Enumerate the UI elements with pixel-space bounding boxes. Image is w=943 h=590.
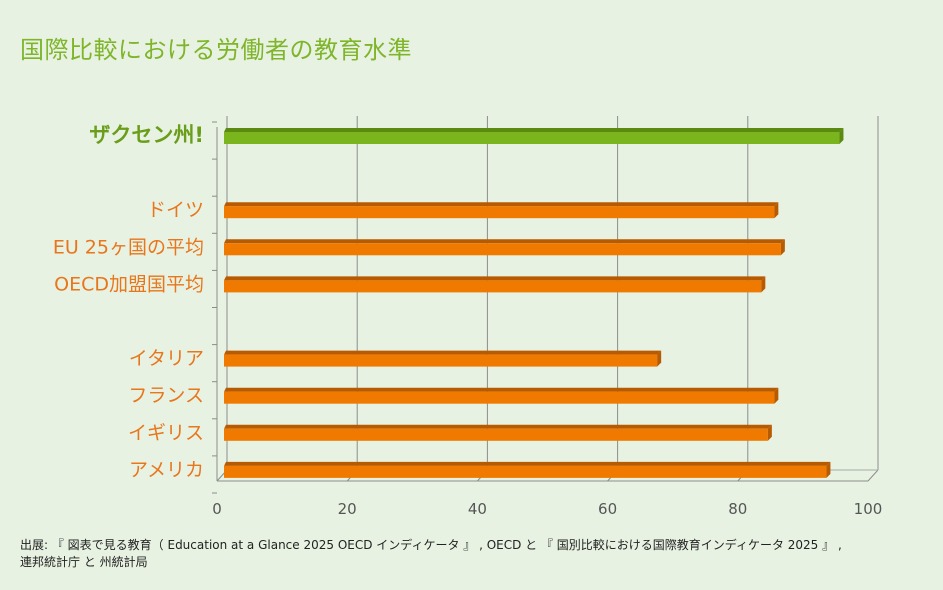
bar-end-face	[839, 128, 844, 144]
x-tick-label-0: 0	[212, 500, 222, 518]
floor-line-100	[867, 469, 879, 482]
x-tick-label-100: 100	[854, 500, 883, 518]
chart-title: 国際比較における労働者の教育水準	[20, 36, 412, 64]
bar-front-face	[224, 206, 775, 219]
bar-top-face	[224, 461, 831, 466]
bar-top-face	[224, 128, 844, 132]
bar-0	[224, 128, 844, 144]
category-label-7: フランス	[128, 385, 204, 407]
source-note: 出展: 『 図表で見る教育（ Education at a Glance 202…	[20, 537, 920, 571]
bar-8	[224, 424, 772, 441]
bar-front-face	[224, 132, 840, 144]
bar-6	[224, 350, 662, 367]
bar-front-face	[224, 280, 762, 293]
bar-top-face	[224, 202, 779, 207]
category-label-8: イギリス	[128, 422, 204, 444]
source-line-2: 連邦統計庁 と 州統計局	[20, 555, 148, 569]
bar-front-face	[224, 465, 827, 478]
bar-front-face	[224, 391, 775, 404]
bar-7	[224, 387, 779, 404]
bars-layer	[224, 128, 844, 478]
category-label-6: イタリア	[129, 348, 204, 370]
bar-chart: ザクセン州! ドイツ EU 25ヶ国の平均 OECD加盟国平均イタリアフランスイギリス…	[53, 116, 882, 518]
category-label-0: ザクセン州!	[89, 123, 204, 147]
x-tick-labels: 0 20 40 60 80 100	[212, 500, 882, 518]
x-tick-label-40: 40	[468, 500, 487, 518]
bar-4	[224, 276, 766, 293]
bar-front-face	[224, 243, 781, 256]
bar-end-face	[826, 461, 831, 478]
category-labels: ザクセン州! ドイツ EU 25ヶ国の平均 OECD加盟国平均イタリアフランスイギリス…	[53, 123, 204, 481]
bar-top-face	[224, 239, 785, 244]
bar-9	[224, 461, 831, 478]
bar-front-face	[224, 354, 658, 367]
bar-end-face	[774, 202, 779, 219]
bar-top-face	[224, 424, 772, 429]
bar-front-face	[224, 428, 768, 441]
source-line-1: 出展: 『 図表で見る教育（ Education at a Glance 202…	[20, 538, 842, 552]
category-label-4: OECD加盟国平均	[54, 273, 204, 295]
category-label-3: EU 25ヶ国の平均	[53, 236, 204, 258]
x-tick-label-60: 60	[598, 500, 617, 518]
bar-end-face	[767, 424, 772, 441]
bar-2	[224, 202, 779, 219]
bar-top-face	[224, 350, 662, 355]
bar-3	[224, 239, 785, 256]
category-label-9: アメリカ	[129, 459, 204, 481]
bar-end-face	[780, 239, 785, 256]
category-label-2: ドイツ	[147, 199, 204, 221]
x-tick-label-20: 20	[338, 500, 357, 518]
bar-end-face	[657, 350, 662, 367]
bar-top-face	[224, 387, 779, 392]
bar-top-face	[224, 276, 766, 281]
bar-end-face	[761, 276, 766, 293]
x-tick-label-80: 80	[728, 500, 747, 518]
bar-end-face	[774, 387, 779, 404]
